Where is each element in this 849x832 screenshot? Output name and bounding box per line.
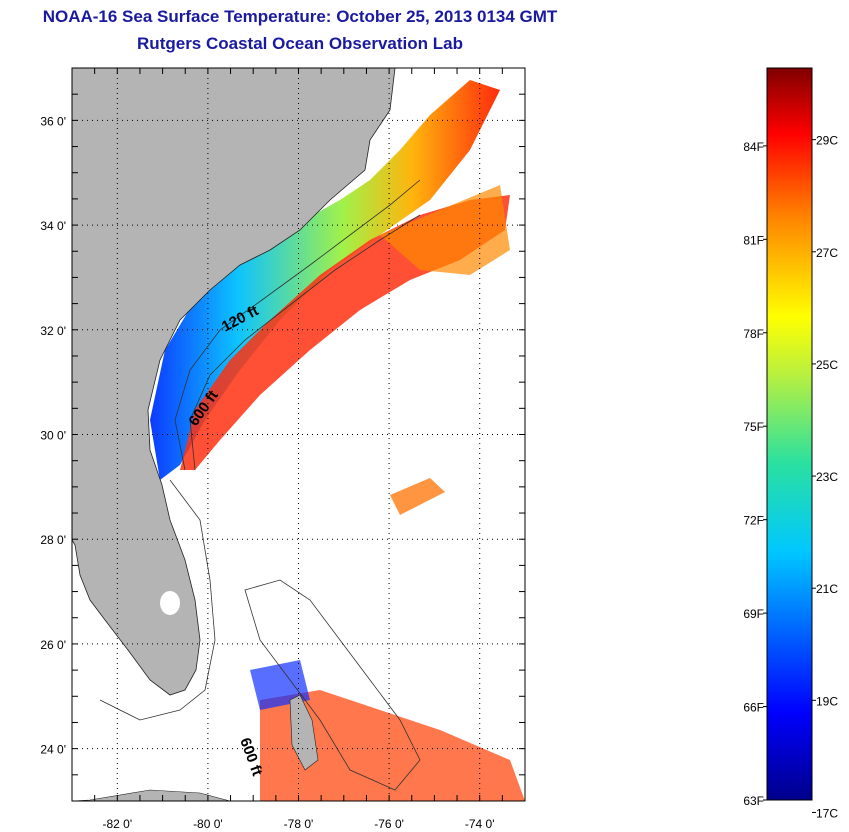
sst-patch-east: [390, 478, 445, 515]
colorbar-c-label: 17C: [816, 806, 838, 820]
colorbar-c-label: 27C: [816, 246, 838, 260]
sst-bahamas-patch: [260, 690, 525, 801]
colorbar-f-label: 69F: [743, 607, 764, 621]
colorbar-f-label: 72F: [743, 514, 764, 528]
andros-island: [289, 694, 319, 771]
colorbar-f-label: 81F: [743, 233, 764, 247]
lat-label: 36 0': [40, 114, 66, 128]
contour-600ft: [189, 214, 421, 471]
lat-label: 28 0': [40, 533, 66, 547]
colorbar-f-label: 63F: [743, 794, 764, 808]
title-line-2: Rutgers Coastal Ocean Observation Lab: [137, 34, 463, 53]
contour-bahamas: [244, 579, 421, 791]
colorbar-c-label: 23C: [816, 470, 838, 484]
lake-okeechobee: [160, 591, 180, 615]
colorbar-f-label: 78F: [743, 327, 764, 341]
colorbar-c-label: 19C: [816, 694, 838, 708]
lon-label: -76 0': [374, 817, 404, 831]
colorbar-c-label: 29C: [816, 134, 838, 148]
colorbar-f-label: 75F: [743, 420, 764, 434]
colorbar-c-label: 25C: [816, 358, 838, 372]
lat-label: 26 0': [40, 638, 66, 652]
lat-label: 30 0': [40, 429, 66, 443]
lon-label: -74 0': [465, 817, 495, 831]
lat-label: 32 0': [40, 324, 66, 338]
lon-label: -82 0': [102, 817, 132, 831]
contour-florida-shelf: [99, 479, 216, 721]
map-border: [71, 67, 526, 802]
colorbar-f-label: 66F: [743, 701, 764, 715]
colorbar-f-label: 84F: [743, 140, 764, 154]
sst-coastal-band: [150, 80, 500, 480]
title-line-1: NOAA-16 Sea Surface Temperature: October…: [42, 7, 558, 26]
contour-120ft: [174, 179, 421, 471]
lat-label: 34 0': [40, 219, 66, 233]
colorbar-c-label: 21C: [816, 582, 838, 596]
sst-offshore-patch: [380, 185, 510, 275]
lon-label: -80 0': [193, 817, 223, 831]
lon-label: -78 0': [284, 817, 314, 831]
lat-label: 24 0': [40, 743, 66, 757]
colorbar: [766, 67, 813, 801]
